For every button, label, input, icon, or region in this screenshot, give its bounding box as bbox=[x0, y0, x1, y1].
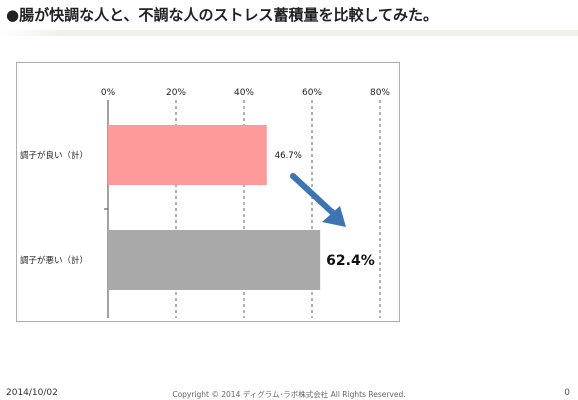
bar bbox=[108, 230, 321, 290]
trend-arrow-head bbox=[322, 206, 346, 227]
x-tick-label: 20% bbox=[166, 88, 186, 98]
footer-copyright: Copyright © 2014 ディグラム･ラボ株式会社 All Rights… bbox=[172, 390, 406, 399]
x-tick-label: 40% bbox=[234, 88, 254, 98]
data-label: 46.7% bbox=[275, 151, 302, 161]
data-label: 62.4% bbox=[326, 253, 375, 269]
bar bbox=[108, 125, 267, 185]
x-tick-label: 60% bbox=[302, 88, 322, 98]
page-number: 0 bbox=[564, 388, 570, 398]
x-tick-label: 0% bbox=[101, 88, 116, 98]
category-label: 調子が良い（計） bbox=[20, 150, 88, 161]
trend-arrow-shaft bbox=[290, 173, 337, 217]
slide-title: ●腸が快調な人と、不調な人のストレス蓄積量を比較してみた。 bbox=[6, 6, 439, 24]
footer-date: 2014/10/02 bbox=[6, 388, 58, 398]
title-divider bbox=[0, 30, 578, 36]
x-tick-label: 80% bbox=[370, 88, 390, 98]
category-label: 調子が悪い（計） bbox=[20, 255, 88, 266]
